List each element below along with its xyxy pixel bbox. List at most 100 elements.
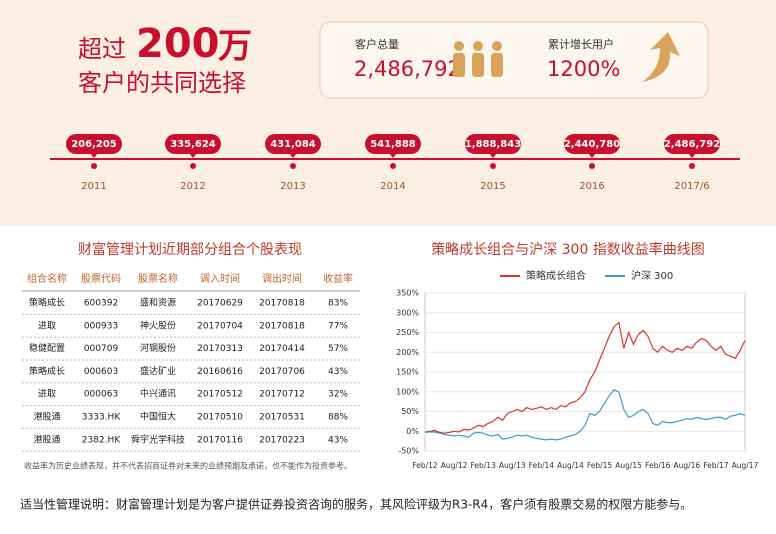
table-cell: 盛和资源	[140, 297, 176, 309]
timeline-year: 2013	[280, 181, 305, 192]
table-cell: 20170223	[259, 435, 305, 445]
table-cell: 中兴通讯	[140, 388, 176, 400]
table-cell: 20170706	[259, 367, 305, 377]
table-cell: 港股通	[33, 433, 60, 445]
timeline-value: 431,084	[270, 139, 316, 150]
table-header: 调入时间	[200, 272, 240, 285]
series-line	[424, 321, 746, 434]
growth-label: 累计增长用户	[548, 37, 614, 51]
table-cell: 000063	[84, 390, 118, 400]
pill-pointer	[389, 153, 397, 158]
table-cell: 88%	[328, 413, 348, 423]
pill-pointer	[489, 153, 497, 158]
x-tick-label: Feb/14	[529, 461, 555, 470]
table-cell: 83%	[328, 299, 348, 309]
table-cell: 20170313	[197, 344, 243, 354]
table-cell: 20160616	[197, 367, 243, 377]
timeline-year: 2011	[81, 181, 106, 192]
legend-label: 策略成长组合	[526, 269, 586, 282]
timeline-year: 2016	[579, 181, 604, 192]
table-cell: 000603	[84, 367, 118, 377]
timeline-year: 2014	[380, 181, 405, 192]
pill-pointer	[90, 153, 98, 158]
pill-pointer	[588, 153, 596, 158]
x-tick-label: Aug/15	[615, 461, 642, 470]
x-tick-label: Feb/12	[412, 461, 438, 470]
table-header: 组合名称	[27, 272, 67, 285]
table-cell: 32%	[328, 390, 348, 400]
timeline-pill	[66, 134, 122, 154]
timeline-value: 2,440,780	[564, 139, 620, 150]
y-tick-label: 0%	[406, 427, 419, 436]
timeline-value: 1,888,843	[465, 139, 521, 150]
table-note: 收益率为历史业绩表现，并不代表招商证券对未来的业绩预期及承诺，也不能作为投资参考…	[24, 461, 352, 471]
tagline: 客户的共同选择	[78, 69, 246, 97]
y-tick-label: 250%	[396, 328, 419, 337]
timeline-value: 2,486,792	[664, 139, 720, 150]
table-header: 股票名称	[138, 272, 178, 285]
lead: 超过	[78, 35, 126, 63]
table-cell: 20170704	[197, 321, 243, 331]
table-cell: 20170510	[197, 413, 243, 423]
y-tick-label: 50%	[401, 407, 419, 416]
table-cell: 稳健配置	[29, 342, 65, 354]
timeline-value: 335,624	[170, 139, 216, 150]
timeline-year: 2012	[180, 181, 205, 192]
x-tick-label: Aug/12	[441, 461, 468, 470]
growth-value: 1200%	[547, 57, 620, 81]
table-cell: 2382.HK	[82, 435, 122, 445]
timeline-dot	[490, 163, 496, 169]
x-tick-label: Aug/17	[732, 461, 759, 470]
timeline-dot	[190, 163, 196, 169]
table-cell: 港股通	[33, 411, 60, 423]
timeline-pill	[564, 134, 620, 154]
table-cell: 43%	[328, 367, 348, 377]
timeline-year: 2015	[480, 181, 505, 192]
x-tick-label: Aug/13	[499, 461, 526, 470]
table-cell: 河钢股份	[140, 342, 176, 354]
x-tick-label: Feb/17	[703, 461, 729, 470]
timeline-value: 206,205	[71, 139, 117, 150]
y-tick-label: 350%	[396, 289, 419, 298]
table-cell: 盛达矿业	[140, 365, 176, 377]
table-cell: 20170818	[259, 299, 305, 309]
timeline-value: 541,888	[370, 139, 416, 150]
table-cell: 000933	[84, 321, 118, 331]
series-line	[424, 389, 746, 441]
table-cell: 舜宇光学科技	[131, 433, 185, 445]
total-value: 2,486,792	[354, 57, 461, 81]
table-cell: 3333.HK	[82, 413, 122, 423]
timeline-pill	[664, 134, 720, 154]
table-header: 股票代码	[81, 273, 121, 285]
table-cell: 43%	[328, 435, 348, 445]
chart-title: 策略成长组合与沪深 300 指数收益率曲线图	[431, 241, 705, 258]
table-header: 调出时间	[262, 272, 302, 285]
timeline-dot	[91, 163, 97, 169]
legend-label: 沪深 300	[631, 269, 673, 282]
pill-pointer	[289, 153, 297, 158]
stats-box	[319, 21, 709, 99]
timeline-dot	[689, 163, 695, 169]
x-tick-label: Feb/16	[645, 461, 671, 470]
big-number: 200	[136, 21, 220, 67]
table-cell: 进取	[38, 389, 56, 400]
y-tick-label: 150%	[396, 368, 419, 377]
big-unit: 万	[218, 27, 252, 67]
pill-pointer	[688, 153, 696, 158]
table-cell: 77%	[328, 321, 348, 331]
table-cell: 策略成长	[29, 365, 65, 377]
x-tick-label: Aug/14	[557, 461, 584, 470]
timeline-pill	[465, 134, 521, 154]
timeline-dot	[390, 163, 396, 169]
table-cell: 600392	[84, 299, 118, 309]
timeline-pill	[165, 134, 221, 154]
y-tick-label: 300%	[396, 308, 419, 317]
table-header: 收益率	[323, 272, 353, 285]
timeline-pill	[365, 134, 421, 154]
x-tick-label: Feb/15	[587, 461, 613, 470]
timeline-pill	[265, 134, 321, 154]
timeline-dot	[290, 163, 296, 169]
table-cell: 000709	[84, 344, 119, 354]
table-cell: 20170116	[197, 435, 243, 445]
